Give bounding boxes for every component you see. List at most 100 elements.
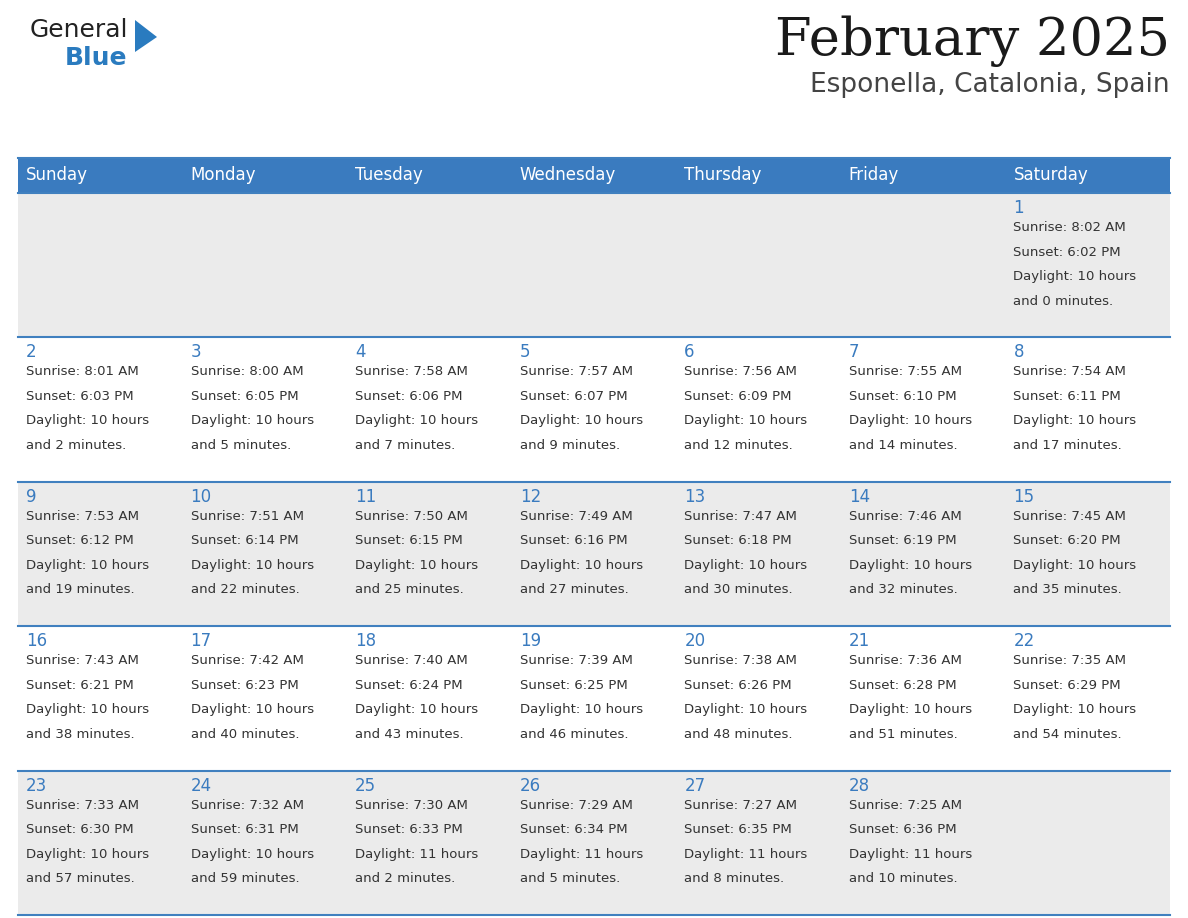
Text: Daylight: 10 hours: Daylight: 10 hours	[26, 847, 150, 861]
Bar	[512, 626, 676, 770]
Text: Sunrise: 7:35 AM: Sunrise: 7:35 AM	[1013, 655, 1126, 667]
Text: Sunset: 6:02 PM: Sunset: 6:02 PM	[1013, 245, 1121, 259]
Text: Sunrise: 7:30 AM: Sunrise: 7:30 AM	[355, 799, 468, 812]
Text: Daylight: 10 hours: Daylight: 10 hours	[355, 415, 479, 428]
Text: Daylight: 10 hours: Daylight: 10 hours	[519, 703, 643, 716]
Text: 3: 3	[190, 343, 201, 362]
Bar	[183, 193, 347, 338]
Text: 20: 20	[684, 633, 706, 650]
Text: 24: 24	[190, 777, 211, 795]
Bar	[841, 770, 1005, 915]
Text: Saturday: Saturday	[1013, 166, 1088, 185]
Text: 8: 8	[1013, 343, 1024, 362]
Bar	[512, 482, 676, 626]
Text: Sunrise: 7:43 AM: Sunrise: 7:43 AM	[26, 655, 139, 667]
Text: 7: 7	[849, 343, 859, 362]
Text: Sunday: Sunday	[26, 166, 88, 185]
Text: Sunset: 6:12 PM: Sunset: 6:12 PM	[26, 534, 134, 547]
Text: Daylight: 10 hours: Daylight: 10 hours	[190, 559, 314, 572]
Text: Daylight: 10 hours: Daylight: 10 hours	[684, 415, 808, 428]
Text: 21: 21	[849, 633, 870, 650]
Bar	[1005, 482, 1170, 626]
Text: Sunrise: 7:42 AM: Sunrise: 7:42 AM	[190, 655, 303, 667]
Text: Sunset: 6:36 PM: Sunset: 6:36 PM	[849, 823, 956, 836]
Text: and 46 minutes.: and 46 minutes.	[519, 728, 628, 741]
Text: and 5 minutes.: and 5 minutes.	[190, 439, 291, 452]
Text: and 38 minutes.: and 38 minutes.	[26, 728, 134, 741]
Text: Daylight: 10 hours: Daylight: 10 hours	[355, 703, 479, 716]
Bar	[18, 482, 183, 626]
Text: Sunset: 6:07 PM: Sunset: 6:07 PM	[519, 390, 627, 403]
Bar	[676, 626, 841, 770]
Text: Sunrise: 7:29 AM: Sunrise: 7:29 AM	[519, 799, 632, 812]
Text: Sunset: 6:23 PM: Sunset: 6:23 PM	[190, 678, 298, 692]
Text: Daylight: 10 hours: Daylight: 10 hours	[355, 559, 479, 572]
Text: and 19 minutes.: and 19 minutes.	[26, 584, 134, 597]
Bar	[347, 338, 512, 482]
Text: and 30 minutes.: and 30 minutes.	[684, 584, 792, 597]
Text: Sunset: 6:20 PM: Sunset: 6:20 PM	[1013, 534, 1121, 547]
Bar	[18, 338, 183, 482]
Bar	[347, 193, 512, 338]
Text: Sunrise: 7:38 AM: Sunrise: 7:38 AM	[684, 655, 797, 667]
Bar	[676, 770, 841, 915]
Text: and 25 minutes.: and 25 minutes.	[355, 584, 463, 597]
Text: and 2 minutes.: and 2 minutes.	[26, 439, 126, 452]
Text: 18: 18	[355, 633, 377, 650]
Text: Sunset: 6:25 PM: Sunset: 6:25 PM	[519, 678, 627, 692]
Text: Sunset: 6:29 PM: Sunset: 6:29 PM	[1013, 678, 1121, 692]
Text: and 17 minutes.: and 17 minutes.	[1013, 439, 1123, 452]
Text: and 9 minutes.: and 9 minutes.	[519, 439, 620, 452]
Text: and 10 minutes.: and 10 minutes.	[849, 872, 958, 885]
Text: and 14 minutes.: and 14 minutes.	[849, 439, 958, 452]
Text: Sunset: 6:24 PM: Sunset: 6:24 PM	[355, 678, 463, 692]
Bar	[18, 158, 1170, 193]
Text: Sunset: 6:31 PM: Sunset: 6:31 PM	[190, 823, 298, 836]
Text: 2: 2	[26, 343, 37, 362]
Text: Sunrise: 8:00 AM: Sunrise: 8:00 AM	[190, 365, 303, 378]
Bar	[512, 193, 676, 338]
Bar	[1005, 338, 1170, 482]
Text: 1: 1	[1013, 199, 1024, 217]
Text: Sunrise: 7:36 AM: Sunrise: 7:36 AM	[849, 655, 962, 667]
Text: Sunrise: 7:49 AM: Sunrise: 7:49 AM	[519, 509, 632, 522]
Text: 25: 25	[355, 777, 377, 795]
Text: 28: 28	[849, 777, 870, 795]
Bar	[841, 626, 1005, 770]
Text: Sunset: 6:33 PM: Sunset: 6:33 PM	[355, 823, 463, 836]
Text: Daylight: 10 hours: Daylight: 10 hours	[190, 415, 314, 428]
Text: Daylight: 10 hours: Daylight: 10 hours	[1013, 270, 1137, 283]
Text: Sunrise: 7:56 AM: Sunrise: 7:56 AM	[684, 365, 797, 378]
Text: Daylight: 11 hours: Daylight: 11 hours	[684, 847, 808, 861]
Text: General: General	[30, 18, 128, 42]
Bar	[512, 770, 676, 915]
Text: Sunrise: 7:46 AM: Sunrise: 7:46 AM	[849, 509, 961, 522]
Bar	[18, 626, 183, 770]
Bar	[512, 338, 676, 482]
Text: Daylight: 11 hours: Daylight: 11 hours	[355, 847, 479, 861]
Text: 15: 15	[1013, 487, 1035, 506]
Bar	[841, 338, 1005, 482]
Text: and 48 minutes.: and 48 minutes.	[684, 728, 792, 741]
Text: Daylight: 10 hours: Daylight: 10 hours	[519, 415, 643, 428]
Text: Sunset: 6:18 PM: Sunset: 6:18 PM	[684, 534, 792, 547]
Text: and 54 minutes.: and 54 minutes.	[1013, 728, 1121, 741]
Text: Sunset: 6:10 PM: Sunset: 6:10 PM	[849, 390, 956, 403]
Text: Daylight: 11 hours: Daylight: 11 hours	[849, 847, 972, 861]
Text: Sunrise: 7:40 AM: Sunrise: 7:40 AM	[355, 655, 468, 667]
Text: Daylight: 10 hours: Daylight: 10 hours	[26, 415, 150, 428]
Text: Daylight: 10 hours: Daylight: 10 hours	[1013, 415, 1137, 428]
Text: Tuesday: Tuesday	[355, 166, 423, 185]
Text: Monday: Monday	[190, 166, 257, 185]
Text: Sunset: 6:34 PM: Sunset: 6:34 PM	[519, 823, 627, 836]
Text: Daylight: 10 hours: Daylight: 10 hours	[26, 703, 150, 716]
Text: 19: 19	[519, 633, 541, 650]
Bar	[676, 482, 841, 626]
Bar	[183, 338, 347, 482]
Text: and 7 minutes.: and 7 minutes.	[355, 439, 455, 452]
Text: Sunset: 6:21 PM: Sunset: 6:21 PM	[26, 678, 134, 692]
Bar	[676, 338, 841, 482]
Text: Wednesday: Wednesday	[519, 166, 615, 185]
Text: and 27 minutes.: and 27 minutes.	[519, 584, 628, 597]
Text: Sunset: 6:19 PM: Sunset: 6:19 PM	[849, 534, 956, 547]
